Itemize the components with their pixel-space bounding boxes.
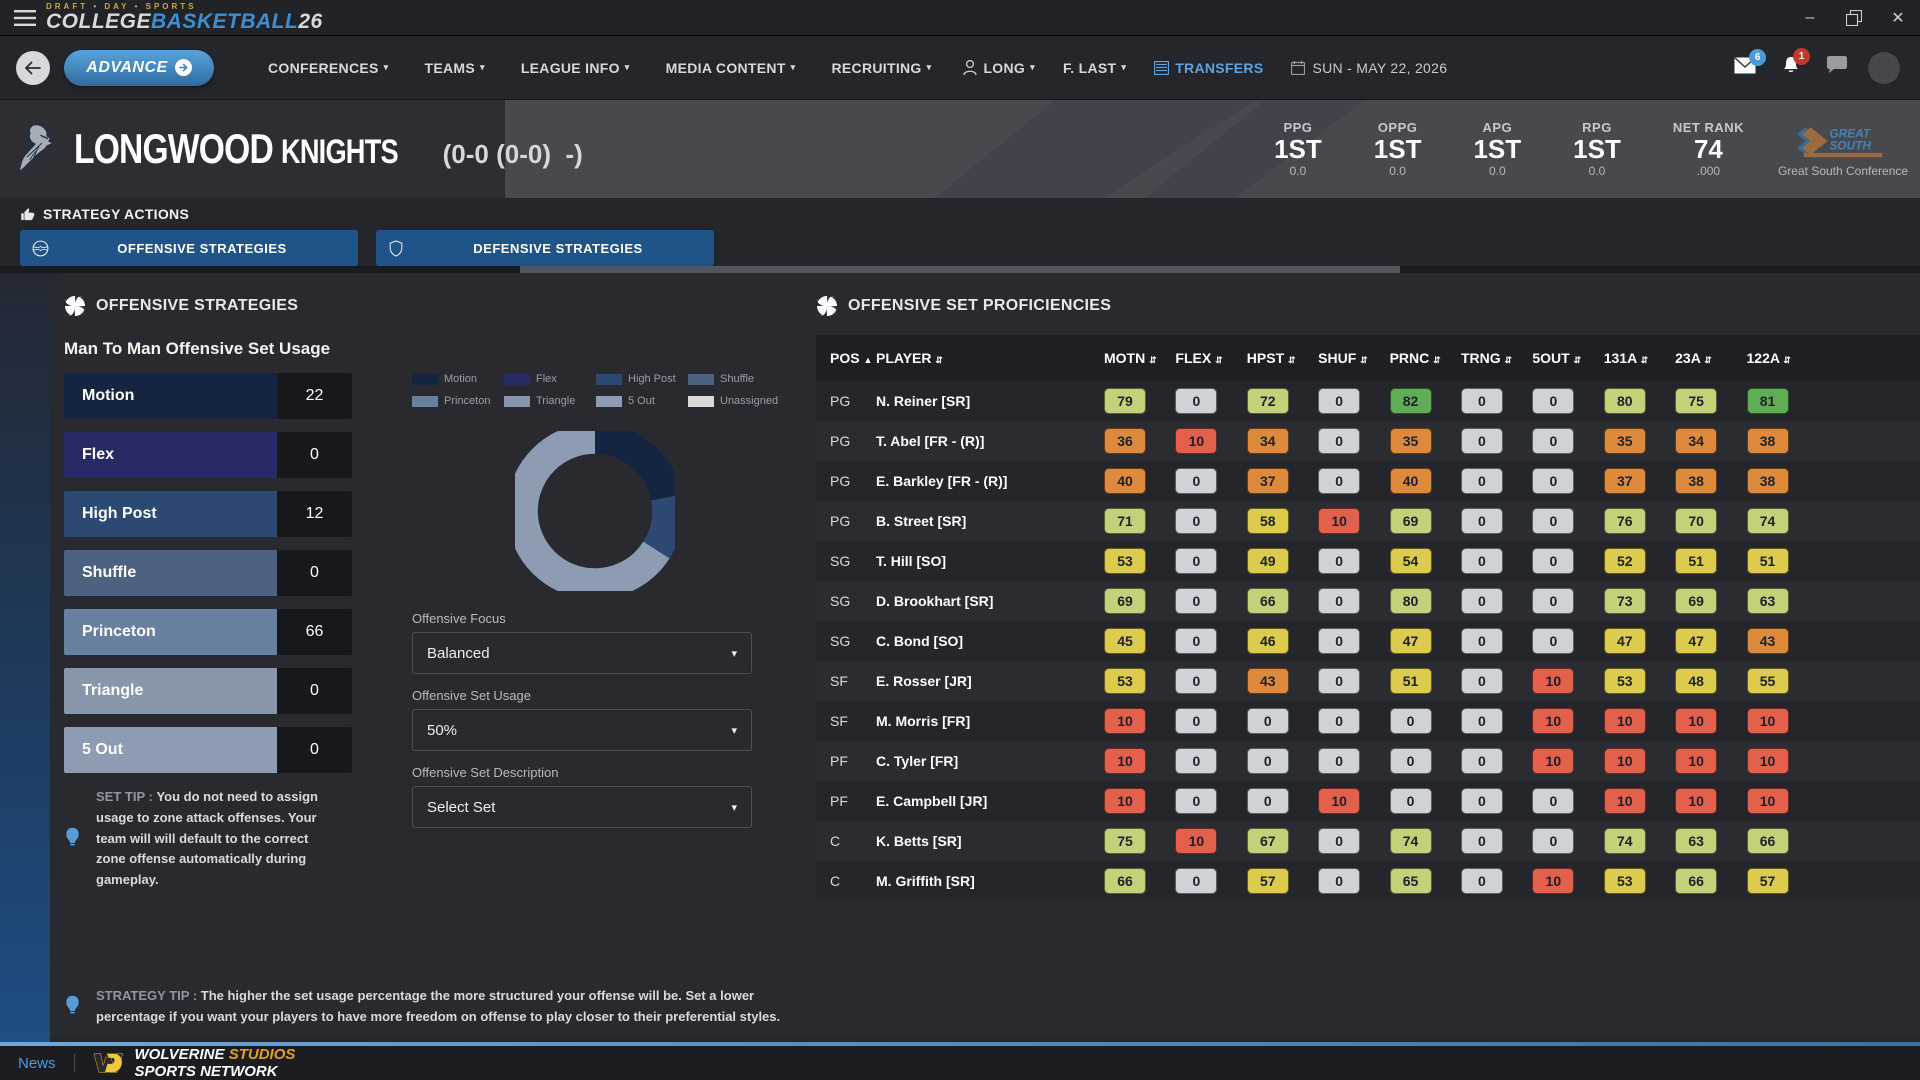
svg-text:SOUTH: SOUTH [1829,139,1871,153]
